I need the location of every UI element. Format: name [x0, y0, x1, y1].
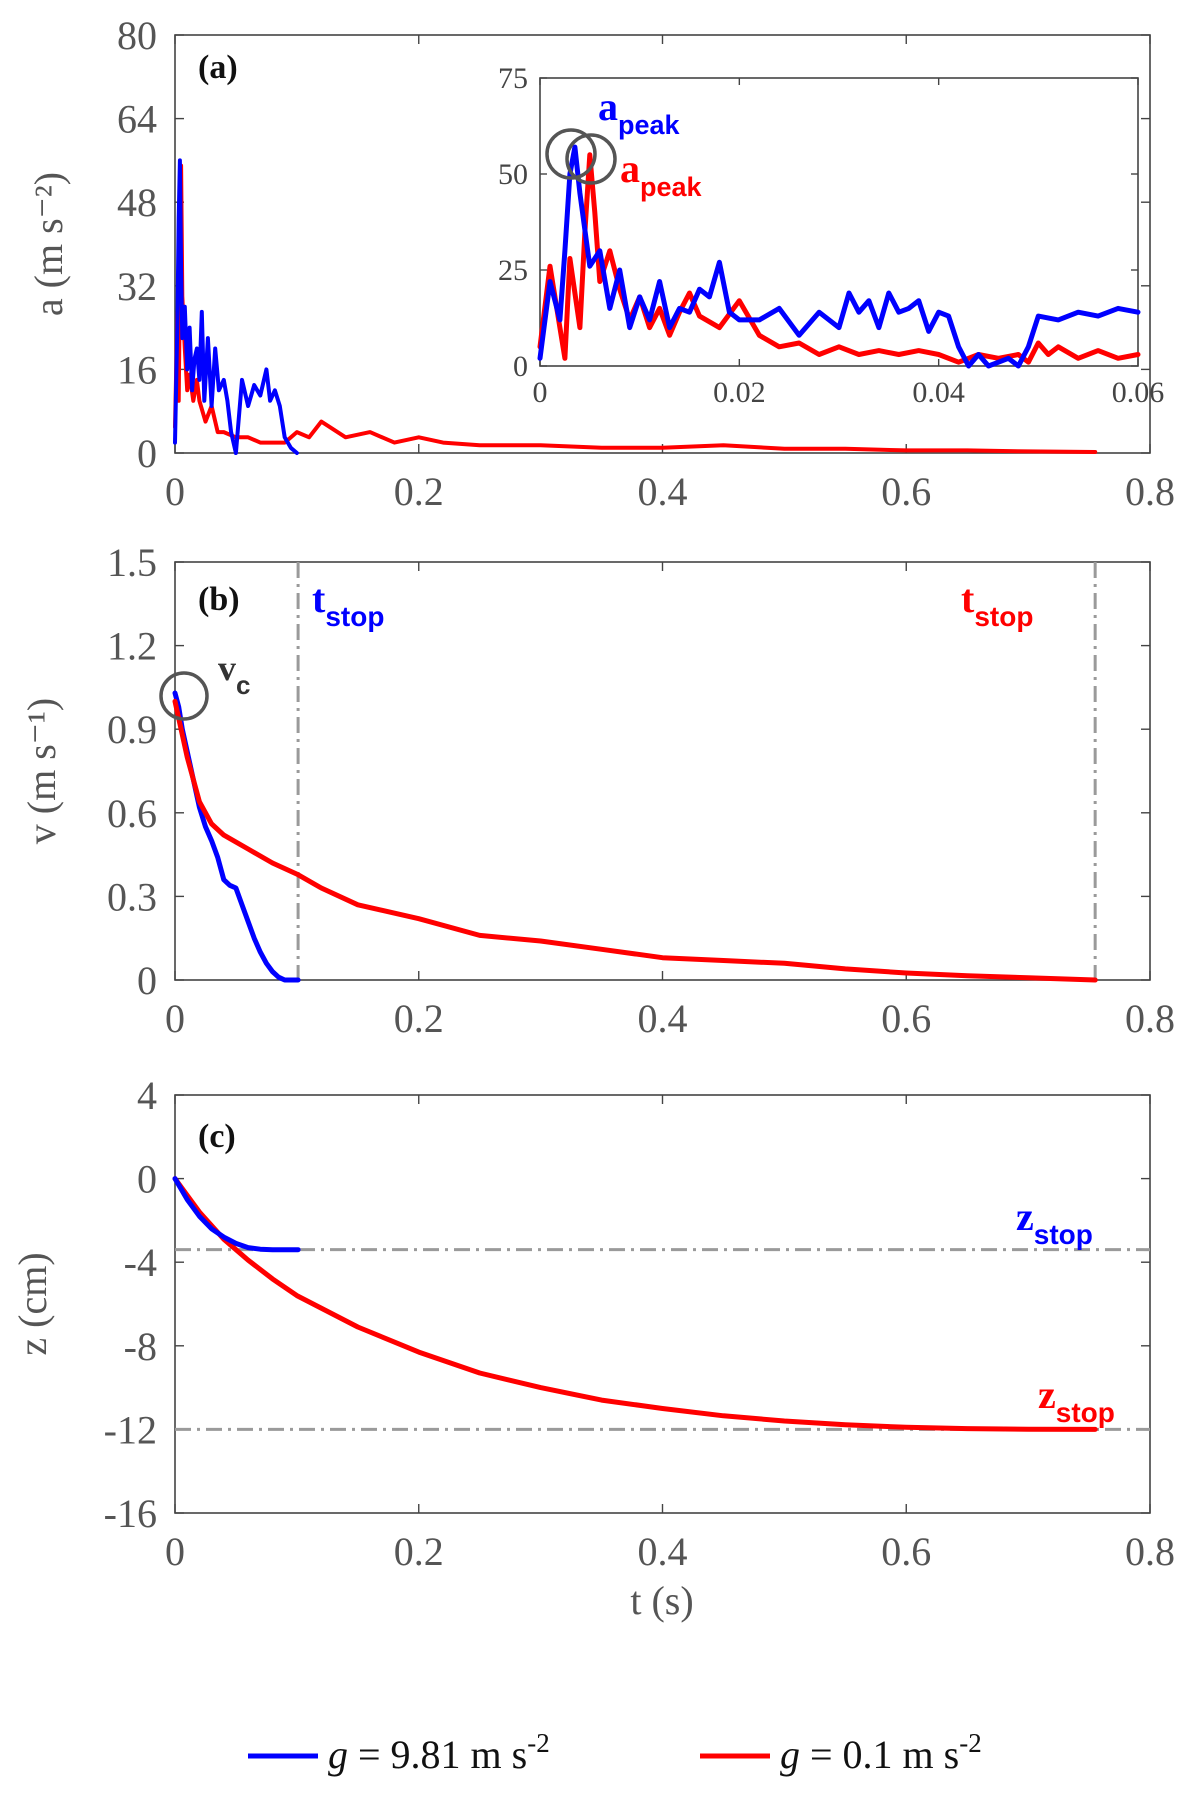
- panel-c-ytick-label: -16: [104, 1491, 157, 1536]
- panel-a-label: (a): [198, 49, 238, 86]
- inset-ytick-label: 75: [498, 62, 528, 95]
- annotation-tstop-red: tstop: [961, 576, 1033, 632]
- panel-c-ylabel: z (cm): [10, 1252, 55, 1355]
- panel-a-ytick-label: 32: [117, 264, 157, 309]
- inset-xtick-label: 0: [533, 376, 548, 409]
- panel-b-ylabel: v (m s⁻¹): [19, 698, 64, 844]
- panel-c-xtick-label: 0.4: [638, 1529, 688, 1574]
- panel-b-ytick-label: 0.3: [107, 874, 157, 919]
- panel-b-xtick-label: 0.4: [638, 996, 688, 1041]
- panel-b-ytick-label: 1.5: [107, 540, 157, 585]
- inset-ytick-label: 25: [498, 254, 528, 287]
- panel-a-lines: [173, 158, 1098, 455]
- panel-b-velocity: 0 0.2 0.4 0.6 0.8 0 0.3 0.6 0.9 1.2 1.5 (b) v (m s…: [19, 540, 1175, 1041]
- panel-b-ytick-label: 0.6: [107, 791, 157, 836]
- panel-c-ytick-label: 4: [137, 1073, 157, 1118]
- panel-b-ticks: 0 0.2 0.4 0.6 0.8 0 0.3 0.6 0.9 1.2 1.5: [107, 540, 1175, 1041]
- panel-a-xtick-label: 0.2: [394, 469, 444, 514]
- vc-marker: [159, 671, 209, 721]
- panel-b-label: (b): [198, 581, 240, 618]
- inset-lines: [537, 144, 1141, 369]
- panel-c-ytick-label: -8: [124, 1324, 157, 1369]
- panel-a-ytick-label: 0: [137, 431, 157, 476]
- panel-b-xtick-label: 0.2: [394, 996, 444, 1041]
- panel-a-xtick-label: 0.8: [1125, 469, 1175, 514]
- panel-c-ytick-label: -12: [104, 1407, 157, 1452]
- legend-text-blue: g = 9.81 m s-2: [328, 1728, 550, 1777]
- panel-c-series-red: [172, 1176, 1098, 1432]
- panel-b-series-red: [172, 698, 1098, 983]
- inset-ytick-label: 0: [513, 350, 528, 383]
- panel-a-series-blue: [173, 158, 299, 455]
- panel-a-ytick-label: 48: [117, 180, 157, 225]
- panel-a-ylabel: a (m s⁻²): [26, 172, 71, 316]
- panel-b-xtick-label: 0: [165, 996, 185, 1041]
- panel-b-reference-lines: [296, 562, 1097, 980]
- panel-c-xtick-label: 0.8: [1125, 1529, 1175, 1574]
- panel-b-xtick-label: 0.6: [881, 996, 931, 1041]
- panel-a-ytick-label: 80: [117, 13, 157, 58]
- panel-c-ticks: 0 0.2 0.4 0.6 0.8 -16 -12 -8 -4 0 4: [104, 1073, 1175, 1574]
- inset-annotation-apeak-red: apeak: [620, 146, 703, 202]
- legend-text-red: g = 0.1 m s-2: [780, 1728, 982, 1777]
- panel-c-ytick-label: -4: [124, 1240, 157, 1285]
- inset-series-blue: [537, 144, 1141, 369]
- legend-item-red: g = 0.1 m s-2: [700, 1728, 982, 1777]
- panel-c-series-blue: [172, 1176, 301, 1253]
- annotation-tstop-blue: tstop: [312, 576, 384, 632]
- panel-c-lines: [172, 1176, 1098, 1432]
- inset-xtick-label: 0.06: [1112, 376, 1165, 409]
- inset-xtick-label: 0.04: [912, 376, 965, 409]
- inset-annotation-apeak-blue: apeak: [598, 84, 681, 140]
- panel-c-axes-box: [174, 1094, 1151, 1514]
- panel-a-xtick-label: 0: [165, 469, 185, 514]
- panel-a-xtick-label: 0.6: [881, 469, 931, 514]
- inset-peak-marker-red: [565, 133, 617, 185]
- annotation-zstop-blue: zstop: [1016, 1194, 1093, 1250]
- inset-ytick-label: 50: [498, 158, 528, 191]
- panel-c-reference-lines: [175, 1248, 1150, 1431]
- panel-a-inset: 0 0.02 0.04 0.06 0 25 50 75 apeak apeak: [498, 62, 1164, 409]
- panel-c-xtick-label: 0.6: [881, 1529, 931, 1574]
- panel-c-xtick-label: 0: [165, 1529, 185, 1574]
- legend: g = 9.81 m s-2 g = 0.1 m s-2: [248, 1728, 982, 1777]
- inset-xtick-label: 0.02: [713, 376, 766, 409]
- legend-item-blue: g = 9.81 m s-2: [248, 1728, 550, 1777]
- panel-c-label: (c): [198, 1118, 236, 1155]
- inset-peak-marker-blue: [545, 128, 597, 180]
- annotation-vc: vc: [218, 648, 250, 700]
- panel-b-ytick-label: 0.9: [107, 707, 157, 752]
- inset-ticks: 0 0.02 0.04 0.06 0 25 50 75: [498, 62, 1164, 409]
- panel-a-xtick-label: 0.4: [638, 469, 688, 514]
- panel-c-ytick-label: 0: [137, 1157, 157, 1202]
- panel-b-series-blue: [172, 690, 301, 983]
- panel-b-xtick-label: 0.8: [1125, 996, 1175, 1041]
- panel-a-acceleration: 0 0.2 0.4 0.6 0.8 0 16 32 48 64 80 (a) a (m s⁻²) 0…: [26, 13, 1175, 514]
- annotation-zstop-red: zstop: [1038, 1372, 1115, 1428]
- panel-b-lines: [172, 690, 1098, 983]
- panel-a-series-red: [173, 163, 1098, 454]
- panel-b-ytick-label: 0: [137, 958, 157, 1003]
- panel-a-ytick-label: 16: [117, 347, 157, 392]
- panel-b-ytick-label: 1.2: [107, 624, 157, 669]
- panel-c-position: 0 0.2 0.4 0.6 0.8 -16 -12 -8 -4 0 4 (c) z (cm) t (…: [10, 1073, 1175, 1623]
- panel-c-xtick-label: 0.2: [394, 1529, 444, 1574]
- panel-a-ytick-label: 64: [117, 97, 157, 142]
- panel-c-xlabel: t (s): [630, 1578, 693, 1623]
- panel-a-ticks: 0 0.2 0.4 0.6 0.8 0 16 32 48 64 80: [117, 13, 1175, 514]
